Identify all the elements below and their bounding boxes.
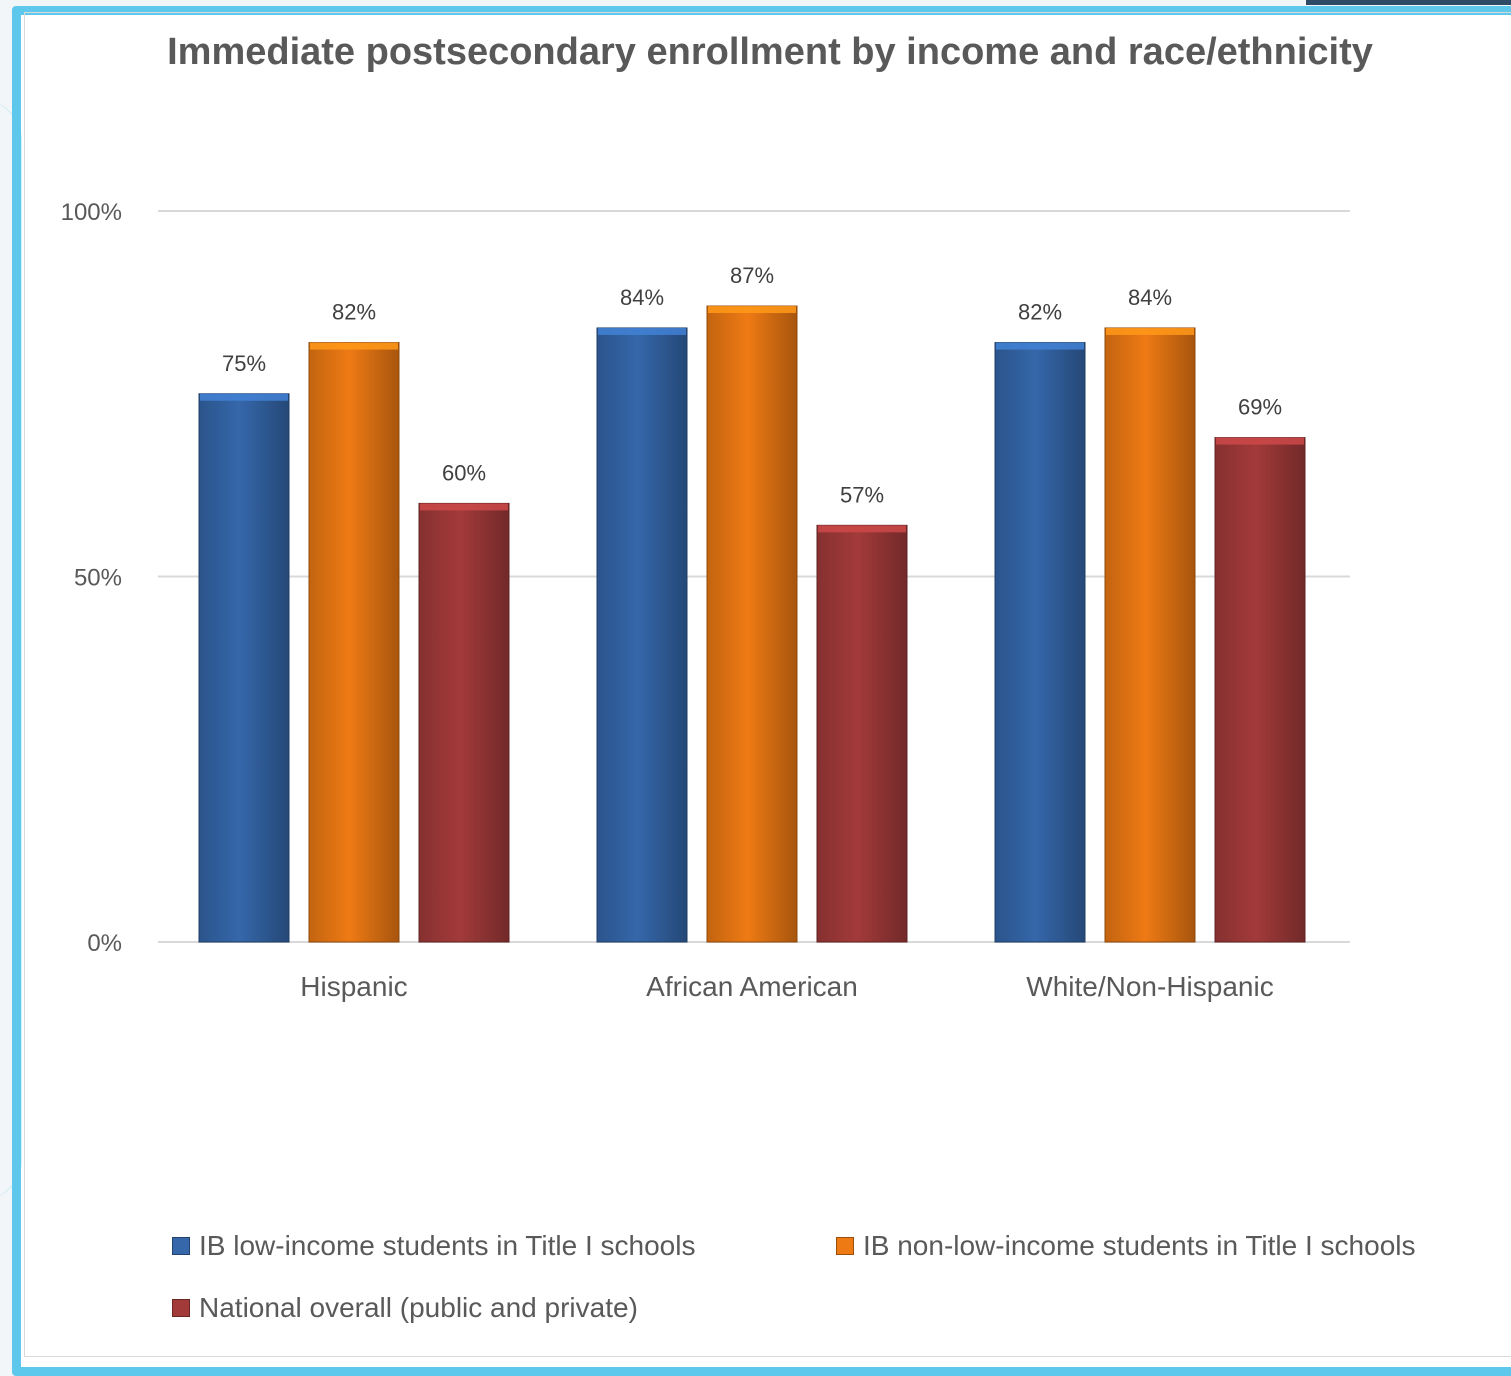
bar-top-bevel <box>420 503 508 511</box>
data-label: 75% <box>222 351 266 376</box>
legend-swatch-blue <box>172 1237 190 1255</box>
category-label: African American <box>646 971 858 1002</box>
data-labels: 75% 82% 60% 84% 87% 57% 82% 84% 69% <box>222 263 1282 507</box>
bar <box>418 502 510 943</box>
data-label: 69% <box>1238 395 1282 420</box>
category-label: Hispanic <box>300 971 407 1002</box>
bar-top-bevel <box>708 306 796 314</box>
bar <box>198 393 290 943</box>
bar <box>1214 437 1306 943</box>
category-label: White/Non-Hispanic <box>1026 971 1273 1002</box>
bar <box>816 524 908 943</box>
data-label: 82% <box>1018 300 1062 325</box>
legend-swatch-red <box>172 1299 190 1317</box>
bar <box>1104 327 1196 943</box>
data-label: 84% <box>1128 285 1172 310</box>
data-label: 84% <box>620 285 664 310</box>
data-label: 57% <box>840 482 884 507</box>
y-tick-label: 100% <box>61 199 122 226</box>
corner-accent <box>1306 0 1511 5</box>
data-label: 60% <box>442 460 486 485</box>
legend-item-ib-non-low-income: IB non-low-income students in Title I sc… <box>836 1230 1415 1262</box>
bar-top-bevel <box>818 525 906 533</box>
x-axis-categories: Hispanic African American White/Non-Hispan… <box>300 971 1273 1002</box>
legend-item-ib-low-income: IB low-income students in Title I school… <box>172 1230 695 1262</box>
bar <box>308 342 400 943</box>
chart-title: Immediate postsecondary enrollment by in… <box>167 31 1373 73</box>
legend-label: IB low-income students in Title I school… <box>199 1230 696 1261</box>
data-label: 82% <box>332 300 376 325</box>
decorative-arc <box>0 100 22 1200</box>
bar <box>994 342 1086 943</box>
y-tick-label: 0% <box>87 930 122 957</box>
bar-top-bevel <box>1106 327 1194 335</box>
bar-top-bevel <box>1216 437 1304 445</box>
bar-top-bevel <box>200 393 288 401</box>
legend-swatch-orange <box>836 1237 854 1255</box>
data-label: 87% <box>730 263 774 288</box>
y-axis-ticks: 0% 50% 100% <box>61 199 122 957</box>
legend-item-national-overall: National overall (public and private) <box>172 1292 638 1324</box>
bar-top-bevel <box>598 327 686 335</box>
legend-label: National overall (public and private) <box>199 1292 638 1323</box>
legend-label: IB non-low-income students in Title I sc… <box>863 1230 1416 1261</box>
bar-top-bevel <box>310 342 398 350</box>
bar-top-bevel <box>996 342 1084 350</box>
bars <box>198 305 1306 943</box>
y-tick-label: 50% <box>74 565 122 592</box>
bar <box>706 305 798 943</box>
bar <box>596 327 688 943</box>
